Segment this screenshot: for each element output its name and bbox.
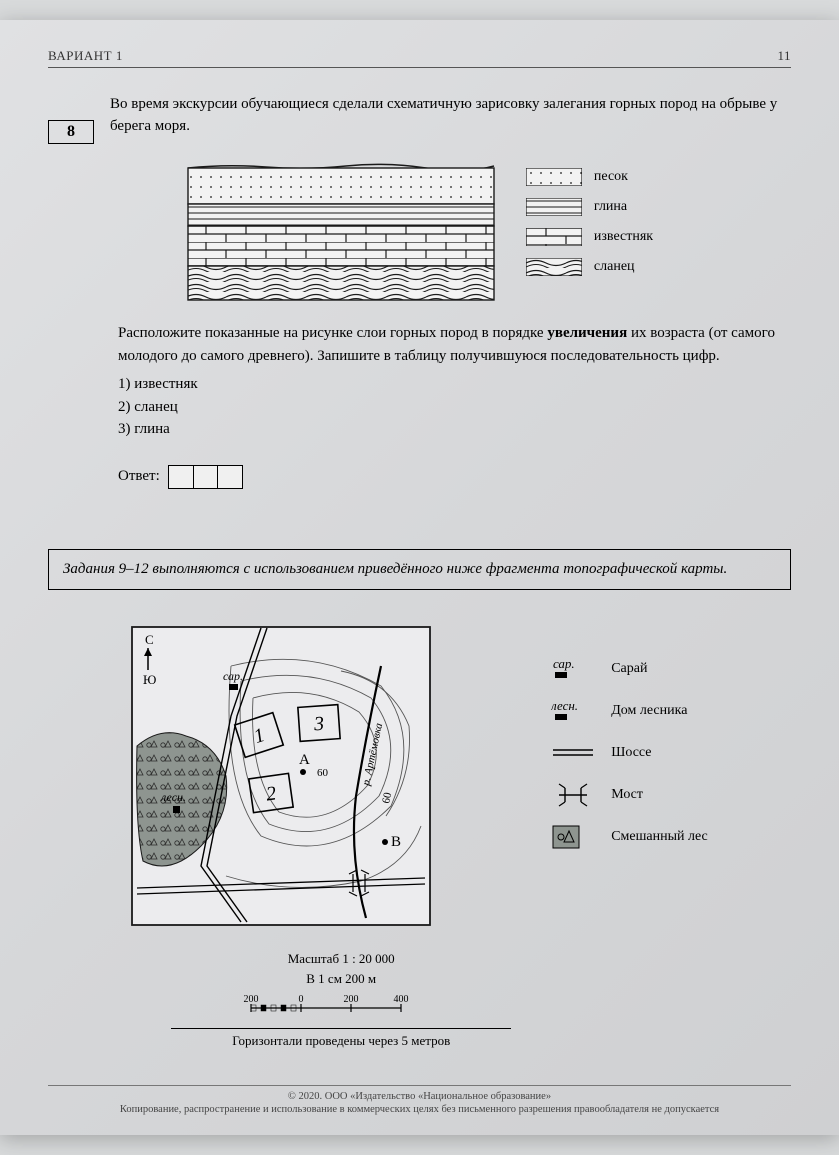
map-legend-row: сар. Сарай xyxy=(551,656,708,682)
map-svg: лесн.р. Артёмовкасар.123А60В60СЮ xyxy=(131,626,431,926)
answer-cell[interactable] xyxy=(168,465,194,489)
answer-cell[interactable] xyxy=(217,465,243,489)
answer-label: Ответ: xyxy=(118,468,160,485)
legend-row: песок xyxy=(526,168,653,186)
svg-text:3: 3 xyxy=(313,713,326,736)
option: 1) известняк xyxy=(118,373,791,396)
svg-text:400: 400 xyxy=(394,994,409,1005)
question-number: 8 xyxy=(48,120,94,144)
svg-text:сар.: сар. xyxy=(223,669,243,683)
svg-text:А: А xyxy=(299,752,310,768)
header-left: ВАРИАНТ 1 xyxy=(48,48,123,64)
svg-text:лесн.: лесн. xyxy=(160,790,186,804)
footer: © 2020. ООО «Издательство «Национальное … xyxy=(48,1085,791,1117)
svg-text:сар.: сар. xyxy=(553,656,575,671)
scale-block: Масштаб 1 : 20 000 В 1 см 200 м 200 0 200 4… xyxy=(171,949,511,1050)
strata-svg xyxy=(186,162,496,302)
option: 3) глина xyxy=(118,418,791,441)
legend-label: глина xyxy=(594,199,627,215)
map-legend-row: Мост xyxy=(551,782,708,808)
question-block: 8 Во время экскурсии обучающиеся сделали… xyxy=(48,94,791,144)
svg-text:лесн.: лесн. xyxy=(551,698,578,713)
map-legend-row: Смешанный лес xyxy=(551,824,708,850)
svg-text:С: С xyxy=(145,632,154,647)
scale-bar: 200 0 200 400 xyxy=(221,992,461,1016)
footer-line1: © 2020. ООО «Издательство «Национальное … xyxy=(48,1090,791,1104)
map-legend-label: Мост xyxy=(611,787,643,803)
page: ВАРИАНТ 1 11 8 Во время экскурсии обучаю… xyxy=(0,20,839,1135)
header-right: 11 xyxy=(777,48,791,64)
map-legend-label: Дом лесника xyxy=(611,703,687,719)
map-legend-label: Шоссе xyxy=(611,745,651,761)
answer-cell[interactable] xyxy=(193,465,219,489)
map-block: лесн.р. Артёмовкасар.123А60В60СЮ Масштаб… xyxy=(48,626,791,1050)
svg-text:200: 200 xyxy=(244,994,259,1005)
map-legend-row: лесн. Дом лесника xyxy=(551,698,708,724)
scale-line2: В 1 см 200 м xyxy=(171,969,511,989)
question-subtext: Расположите показанные на рисунке слои г… xyxy=(118,322,791,367)
scale-line3: Горизонтали проведены через 5 метров xyxy=(171,1028,511,1051)
svg-text:В: В xyxy=(391,834,401,850)
legend-row: сланец xyxy=(526,258,653,276)
strata-legend: песок глина известняк сланец xyxy=(526,168,653,302)
svg-text:Ю: Ю xyxy=(143,672,156,687)
map-legend-label: Смешанный лес xyxy=(611,829,708,845)
answer-row: Ответ: xyxy=(118,465,791,489)
legend-label: сланец xyxy=(594,259,635,275)
legend-row: глина xyxy=(526,198,653,216)
options-list: 1) известняк2) сланец3) глина xyxy=(118,373,791,441)
scale-line1: Масштаб 1 : 20 000 xyxy=(171,949,511,969)
answer-boxes[interactable] xyxy=(168,465,244,489)
legend-label: известняк xyxy=(594,229,653,245)
strata-diagram: песок глина известняк сланец xyxy=(48,162,791,302)
svg-text:0: 0 xyxy=(299,994,304,1005)
page-header: ВАРИАНТ 1 11 xyxy=(48,48,791,68)
svg-text:200: 200 xyxy=(344,994,359,1005)
map-legend-row: Шоссе xyxy=(551,740,708,766)
legend-row: известняк xyxy=(526,228,653,246)
note-box: Задания 9–12 выполняются с использование… xyxy=(48,549,791,591)
map-legend: сар. Сарай лесн. Дом лесника Шоссе Мост Смешан… xyxy=(551,656,708,1050)
map-legend-label: Сарай xyxy=(611,661,647,677)
svg-text:60: 60 xyxy=(317,767,329,779)
option: 2) сланец xyxy=(118,396,791,419)
question-text: Во время экскурсии обучающиеся сделали с… xyxy=(110,94,791,144)
legend-label: песок xyxy=(594,169,628,185)
